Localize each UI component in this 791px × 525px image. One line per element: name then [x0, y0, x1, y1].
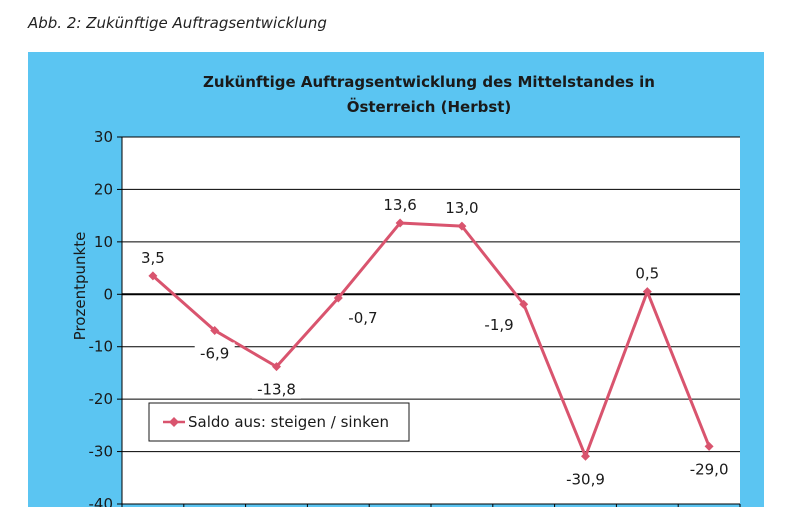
data-label: -0,7 [348, 309, 377, 327]
y-tick-label: 0 [103, 285, 113, 303]
data-point [581, 451, 590, 461]
series-layer [148, 218, 714, 461]
data-label-bg [346, 306, 387, 327]
data-label: -29,0 [690, 460, 729, 478]
data-point [704, 441, 714, 451]
data-point [210, 325, 220, 335]
data-label: -13,8 [257, 381, 296, 399]
data-label-bg [631, 262, 663, 283]
y-tick-label: 10 [94, 233, 113, 251]
chart-title-line-1: Zukünftige Auftragsentwicklung des Mitte… [203, 73, 655, 91]
y-axis-label: Prozentpunkte [71, 232, 89, 341]
data-label: 13,0 [445, 199, 478, 217]
data-label-bg [684, 458, 734, 479]
data-labels: 3,5 -6,9 -13,8 -0,7 13,6 13,0 -1,9 -30,9 0,5 -29,… [137, 193, 734, 489]
data-point [395, 218, 405, 228]
data-label-bg [475, 314, 516, 335]
data-label: 3,5 [141, 249, 165, 267]
legend: Saldo aus: steigen / sinken [148, 402, 410, 442]
axes: 3020100-10-20-30-40201320142015201620172… [89, 128, 741, 507]
chart-panel: Zukünftige Auftragsentwicklung des Mitte… [28, 52, 764, 507]
data-label: -1,9 [484, 316, 513, 334]
data-label-bg [561, 468, 610, 489]
data-point [333, 293, 343, 303]
data-label-bg [441, 197, 482, 218]
y-tick-label: -40 [89, 495, 114, 507]
legend-label: Saldo aus: steigen / sinken [188, 413, 389, 431]
data-label: -6,9 [200, 344, 229, 362]
data-point [272, 362, 281, 372]
data-label: -30,9 [566, 470, 605, 488]
data-point [519, 299, 529, 309]
legend-box [148, 402, 410, 442]
data-label-bg [194, 342, 235, 363]
data-label-bg [137, 246, 169, 267]
data-label-bg [252, 378, 301, 399]
y-tick-label: -30 [89, 443, 114, 461]
y-tick-label: -10 [89, 338, 114, 356]
y-tick-label: 20 [94, 180, 113, 198]
plot-area [122, 137, 740, 504]
series-line [151, 221, 711, 458]
data-label-bg [380, 193, 421, 214]
data-label: 0,5 [635, 265, 659, 283]
line-chart: Zukünftige Auftragsentwicklung des Mitte… [71, 73, 741, 507]
data-label: 13,6 [383, 196, 416, 214]
figure-caption: Abb. 2: Zukünftige Auftragsentwicklung [28, 14, 327, 32]
chart-title-line-2: Österreich (Herbst) [347, 97, 512, 116]
y-tick-label: -20 [89, 390, 114, 408]
data-point [642, 287, 652, 297]
y-tick-label: 30 [94, 128, 113, 146]
data-point [148, 271, 158, 281]
legend-marker [169, 417, 179, 427]
data-point [457, 221, 467, 231]
